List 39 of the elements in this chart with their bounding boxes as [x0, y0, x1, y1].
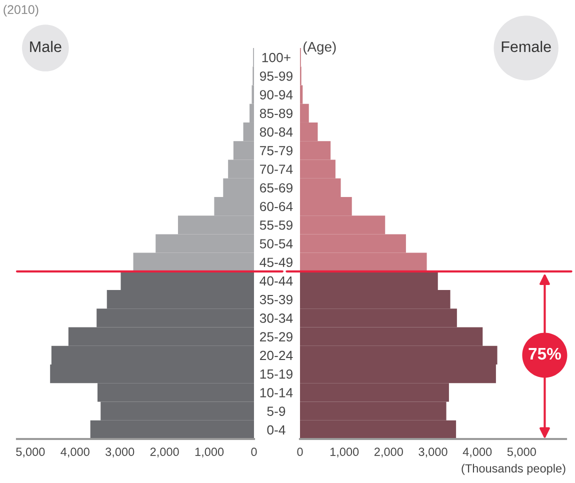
x-tick-label: 0 [297, 448, 303, 456]
y-tick-label: 5-9 [267, 406, 286, 416]
y-tick-label: 20-24 [260, 350, 293, 360]
y-tick-label: 85-89 [260, 108, 292, 118]
y-tick-label: 10-14 [260, 388, 293, 398]
y-tick-label: 45-49 [260, 258, 292, 268]
x-tick-label: 2,000 [150, 448, 179, 458]
y-tick-label: 95-99 [260, 71, 292, 81]
x-tick-label: 0 [251, 448, 257, 456]
x-tick-label: 3,000 [106, 448, 134, 458]
x-axis-title: (Thousands people) [462, 464, 566, 475]
chart-title: Female [502, 40, 551, 52]
y-tick-label: 65-69 [260, 183, 292, 193]
annotation: (Age) [304, 42, 336, 54]
y-tick-label: 25-29 [260, 332, 292, 342]
y-tick-label: 70-74 [260, 164, 293, 174]
y-tick-label: 60-64 [260, 202, 293, 212]
x-tick-label: 1,000 [330, 448, 359, 458]
y-tick-label: 90-94 [260, 90, 293, 100]
y-tick-label: 55-59 [260, 220, 292, 230]
x-tick-label: 4,000 [60, 448, 90, 458]
x-tick-label: 2,000 [374, 448, 403, 458]
chart-title: Male [30, 40, 62, 52]
annotation: 75% [528, 348, 561, 360]
y-tick-label: 50-54 [260, 239, 293, 248]
x-tick-label: 1,000 [195, 448, 224, 458]
y-tick-label: 15-19 [260, 369, 292, 379]
y-tick-label: 0-4 [267, 425, 286, 435]
y-tick-label: 80-84 [260, 127, 293, 137]
y-tick-label: 100+ [262, 52, 290, 62]
text: (2010) [4, 4, 38, 16]
x-tick-label: 3,000 [418, 448, 448, 458]
y-tick-label: 30-34 [260, 314, 293, 323]
x-tick-label: 5,000 [507, 448, 536, 458]
x-tick-label: 5,000 [16, 448, 45, 458]
y-tick-label: 75-79 [260, 146, 292, 156]
x-tick-label: 4,000 [462, 448, 492, 458]
y-tick-label: 40-44 [260, 276, 293, 286]
y-tick-label: 35-39 [260, 294, 292, 304]
